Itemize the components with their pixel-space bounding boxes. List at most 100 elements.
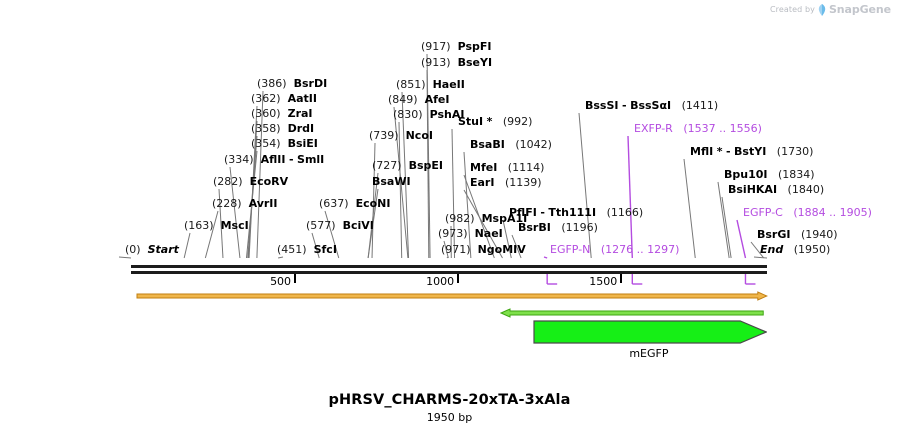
feature-marker-name[interactable]: EGFP-C [743,206,783,219]
site-enzyme-name-2[interactable]: Tth111I [548,206,597,219]
feature-marker-name[interactable]: EXFP-R [634,122,673,135]
leader-line [277,256,284,259]
site-enzyme-name[interactable]: NaeI [474,227,503,240]
leader-line [118,256,132,259]
site-enzyme-name[interactable]: BsaWI [372,175,411,188]
site-enzyme-name[interactable]: AflII [260,153,286,166]
site-enzyme-name-2[interactable]: BstYI [734,145,767,158]
restriction-site-label-sfci: (451) SfcI [277,244,337,256]
site-enzyme-name[interactable]: Bpu10I [724,168,768,181]
site-position: (1840) [787,183,825,196]
feature-arrow-backbone-orange[interactable] [136,291,768,301]
site-enzyme-name[interactable]: EcoNI [355,197,391,210]
site-enzyme-name[interactable]: BsrBI [518,221,551,234]
feature-arrow-reverse-green[interactable] [500,308,764,318]
site-star: * [716,145,723,158]
site-enzyme-name-2[interactable]: BssSαI [630,99,672,112]
restriction-site-label-zrai: (360) ZraI [251,108,313,120]
feature-marker-name[interactable]: EGFP-N [550,243,591,256]
feature-arrow-mEGFP[interactable] [533,320,768,344]
site-position: (830) [393,108,423,121]
site-position: (971) [441,243,471,256]
site-enzyme-name[interactable]: BsrDI [293,77,328,90]
site-enzyme-name[interactable]: EarI [470,176,495,189]
restriction-site-label-stui: StuI * (992) [458,116,532,128]
site-position: (849) [388,93,418,106]
feature-arrow-shape [533,320,768,344]
restriction-site-label-bsiei: (354) BsiEI [251,138,318,150]
site-enzyme-name[interactable]: BsiHKAI [728,183,778,196]
site-separator: - [725,145,731,158]
restriction-site-label-bspei: (727) BspEI [372,160,443,172]
site-enzyme-name[interactable]: BsrGI [757,228,791,241]
site-position: (637) [319,197,349,210]
site-enzyme-name[interactable]: BciVI [342,219,374,232]
restriction-site-label-bsrbi: BsrBI (1196) [518,222,598,234]
feature-marker-label-egfp-n: EGFP-N (1276 .. 1297) [550,244,679,256]
site-enzyme-name[interactable]: HaeII [432,78,465,91]
site-enzyme-name[interactable]: AfeI [424,93,450,106]
restriction-site-label-bsabi: BsaBI (1042) [470,139,552,151]
site-enzyme-name[interactable]: NcoI [405,129,433,142]
plasmid-size: 1950 bp [426,411,473,424]
restriction-site-label-aatii: (362) AatII [251,93,317,105]
site-position: (1940) [800,228,838,241]
leader-line [543,256,548,259]
site-enzyme-name-2[interactable]: SmlI [297,153,325,166]
site-enzyme-name[interactable]: End [760,243,784,256]
site-position: (1139) [504,176,542,189]
site-enzyme-name[interactable]: MfeI [470,161,498,174]
site-enzyme-name[interactable]: SfcI [313,243,337,256]
site-enzyme-name[interactable]: MscI [220,219,249,232]
site-separator: - [288,153,294,166]
site-position: (577) [306,219,336,232]
watermark-brand: SnapGene [828,3,891,16]
restriction-site-label-bcivi: (577) BciVI [306,220,374,232]
restriction-site-label-avrII: (228) AvrII [212,198,278,210]
restriction-site-label-bpu10i: Bpu10I (1834) [724,169,815,181]
site-enzyme-name[interactable]: PshAI [429,108,465,121]
site-position: (913) [421,56,451,69]
feature-marker-range: (1884 .. 1905) [793,206,872,219]
site-position: (362) [251,92,281,105]
site-enzyme-name[interactable]: AatII [287,92,317,105]
restriction-site-label-afei: (849) AfeI [388,94,449,106]
site-enzyme-name[interactable]: EcoRV [249,175,289,188]
site-position: (992) [502,115,533,128]
site-enzyme-name[interactable]: PspFI [457,40,492,53]
site-enzyme-name[interactable]: NgoMIV [477,243,526,256]
site-enzyme-name[interactable]: MspA1I [481,212,528,225]
site-enzyme-name[interactable]: BsaBI [470,138,505,151]
site-position: (358) [251,122,281,135]
site-enzyme-name[interactable]: ZraI [287,107,313,120]
restriction-site-label-end: End (1950) [760,244,830,256]
restriction-site-label-bsrgi: BsrGI (1940) [757,229,838,241]
site-enzyme-name[interactable]: DrdI [287,122,315,135]
feature-arrow-label: mEGFP [629,347,669,360]
leader-line [398,121,403,259]
site-enzyme-name[interactable]: BssSI [585,99,619,112]
site-enzyme-name[interactable]: BspEI [408,159,444,172]
site-enzyme-name[interactable]: AvrII [248,197,278,210]
backbone-strand-bottom [131,271,767,274]
restriction-site-label-pshai: (830) PshAI [393,109,464,121]
watermark-prefix: Created by [769,5,815,14]
site-position: (0) [125,243,141,256]
restriction-site-label-drdi: (358) DrdI [251,123,314,135]
site-position: (1950) [793,243,831,256]
site-enzyme-name[interactable]: PflFI [509,206,537,219]
ruler-tick-label: 500 [270,275,292,288]
site-position: (451) [277,243,307,256]
site-enzyme-name[interactable]: MflI [690,145,714,158]
site-separator: - [622,99,627,112]
site-enzyme-name[interactable]: BseYI [457,56,493,69]
leader-line [183,232,191,259]
site-enzyme-name[interactable]: Start [147,243,179,256]
site-position: (739) [369,129,399,142]
site-enzyme-name[interactable]: StuI [458,115,484,128]
leader-line [736,219,747,259]
site-enzyme-name[interactable]: BsiEI [287,137,318,150]
site-position: (917) [421,40,451,53]
site-position: (360) [251,107,281,120]
